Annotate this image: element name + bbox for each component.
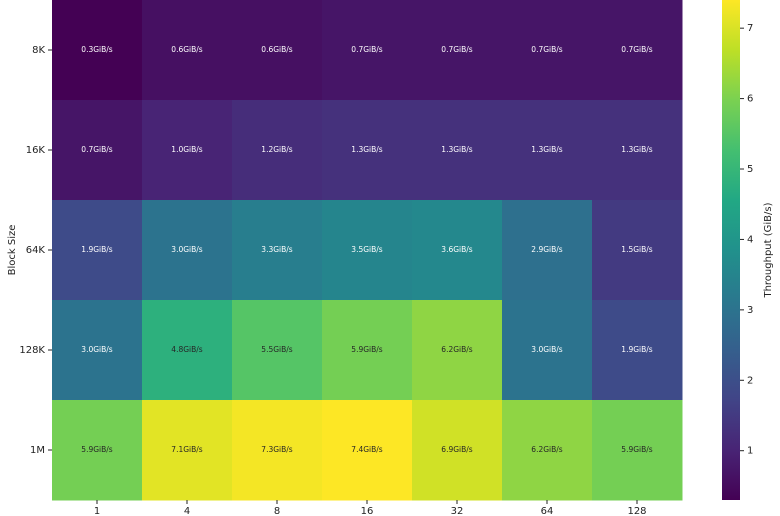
cell-label: 0.6GiB/s — [171, 45, 202, 54]
heatmap-cell — [142, 100, 233, 201]
heatmap-cell — [52, 300, 143, 401]
cell-label: 3.3GiB/s — [261, 245, 292, 254]
heatmap-cell — [232, 100, 323, 201]
y-tick-label: 128K — [19, 345, 45, 356]
cell-label: 7.4GiB/s — [351, 445, 382, 454]
cell-label: 0.7GiB/s — [621, 45, 652, 54]
cell-label: 7.1GiB/s — [171, 445, 202, 454]
cell-label: 1.5GiB/s — [621, 245, 652, 254]
cell-label: 0.7GiB/s — [441, 45, 472, 54]
x-tick-label: 32 — [451, 506, 464, 516]
heatmap-cell — [412, 0, 503, 101]
heatmap-cell — [592, 200, 683, 301]
heatmap-cell — [592, 300, 683, 401]
heatmap-cell — [502, 100, 593, 201]
heatmap-cell — [52, 100, 143, 201]
heatmap-cell — [142, 200, 233, 301]
heatmap-cell — [322, 200, 413, 301]
heatmap-cell — [322, 100, 413, 201]
colorbar-tick-label: 1 — [747, 446, 753, 457]
heatmap-cell — [592, 100, 683, 201]
heatmap-cell — [502, 300, 593, 401]
colorbar-tick-label: 6 — [747, 94, 753, 105]
heatmap-cell — [502, 0, 593, 101]
cell-label: 3.0GiB/s — [531, 345, 562, 354]
cell-label: 5.9GiB/s — [351, 345, 382, 354]
cell-label: 1.0GiB/s — [171, 145, 202, 154]
cell-label: 3.0GiB/s — [81, 345, 112, 354]
cell-label: 5.9GiB/s — [621, 445, 652, 454]
cell-label: 2.9GiB/s — [531, 245, 562, 254]
cell-label: 6.9GiB/s — [441, 445, 472, 454]
colorbar-tick-label: 5 — [747, 164, 753, 175]
heatmap-cell — [322, 0, 413, 101]
x-tick-label: 4 — [184, 506, 190, 516]
heatmap-cell — [52, 400, 143, 501]
heatmap-cell — [322, 400, 413, 501]
cell-label: 1.3GiB/s — [531, 145, 562, 154]
heatmap-cell — [232, 0, 323, 101]
heatmap-cell — [52, 200, 143, 301]
y-tick-label: 1M — [30, 445, 45, 456]
heatmap-cell — [232, 200, 323, 301]
y-tick-label: 64K — [26, 245, 46, 256]
heatmap-cell — [142, 300, 233, 401]
cell-label: 1.9GiB/s — [621, 345, 652, 354]
cell-label: 5.9GiB/s — [81, 445, 112, 454]
heatmap-cell — [502, 400, 593, 501]
heatmap-cell — [412, 200, 503, 301]
heatmap-cell — [232, 300, 323, 401]
x-tick-label: 128 — [627, 506, 646, 516]
cell-label: 0.7GiB/s — [531, 45, 562, 54]
cell-label: 1.9GiB/s — [81, 245, 112, 254]
heatmap-cell — [502, 200, 593, 301]
heatmap-cell — [592, 400, 683, 501]
cell-label: 0.6GiB/s — [261, 45, 292, 54]
colorbar-tick-label: 2 — [747, 375, 753, 386]
y-tick-label: 16K — [26, 145, 46, 156]
cell-label: 5.5GiB/s — [261, 345, 292, 354]
heatmap-cell — [322, 300, 413, 401]
x-tick-label: 16 — [361, 506, 374, 516]
heatmap-cell — [412, 400, 503, 501]
colorbar-label: Throughput (GiB/s) — [763, 202, 774, 298]
x-tick-label: 64 — [541, 506, 554, 516]
cell-label: 7.3GiB/s — [261, 445, 292, 454]
heatmap-cell — [232, 400, 323, 501]
y-axis-label: Block Size — [7, 225, 18, 276]
heatmap-cell — [142, 400, 233, 501]
colorbar-tick-label: 4 — [747, 234, 753, 245]
colorbar — [722, 0, 740, 500]
cell-label: 1.2GiB/s — [261, 145, 292, 154]
cell-label: 4.8GiB/s — [171, 345, 202, 354]
heatmap-cell — [592, 0, 683, 101]
cell-label: 1.3GiB/s — [351, 145, 382, 154]
cell-label: 6.2GiB/s — [531, 445, 562, 454]
cell-label: 3.6GiB/s — [441, 245, 472, 254]
cell-label: 0.3GiB/s — [81, 45, 112, 54]
x-tick-label: 1 — [94, 506, 100, 516]
colorbar-tick-label: 7 — [747, 23, 753, 34]
cell-label: 0.7GiB/s — [351, 45, 382, 54]
heatmap-cell — [52, 0, 143, 101]
cell-label: 3.5GiB/s — [351, 245, 382, 254]
heatmap-cell — [142, 0, 233, 101]
x-tick-label: 8 — [274, 506, 280, 516]
colorbar-tick-label: 3 — [747, 305, 753, 316]
heatmap-cell — [412, 300, 503, 401]
cell-label: 1.3GiB/s — [621, 145, 652, 154]
cell-label: 0.7GiB/s — [81, 145, 112, 154]
cell-label: 1.3GiB/s — [441, 145, 472, 154]
cell-label: 3.0GiB/s — [171, 245, 202, 254]
heatmap-cell — [412, 100, 503, 201]
cell-label: 6.2GiB/s — [441, 345, 472, 354]
y-tick-label: 8K — [32, 45, 45, 56]
